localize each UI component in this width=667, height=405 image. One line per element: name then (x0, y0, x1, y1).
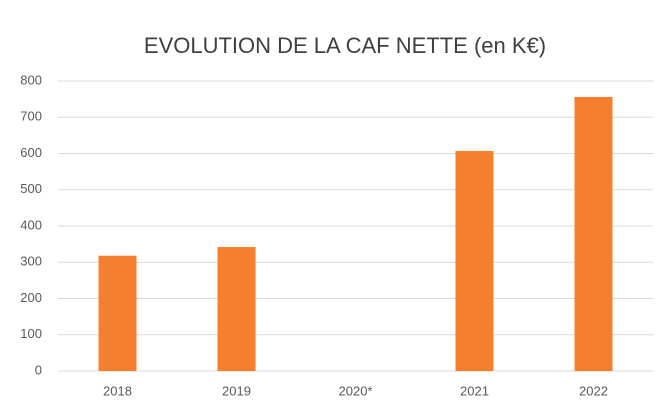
x-tick-label: 2020* (339, 383, 373, 398)
x-tick-label: 2019 (222, 383, 251, 398)
bar (574, 96, 613, 371)
y-tick-label: 300 (20, 254, 42, 269)
x-tick-label: 2022 (579, 383, 608, 398)
bar (455, 150, 494, 371)
y-tick-label: 0 (35, 362, 42, 377)
chart-title: EVOLUTION DE LA CAF NETTE (en K€) (144, 33, 546, 58)
x-tick-label: 2021 (460, 383, 489, 398)
y-tick-label: 800 (20, 72, 42, 87)
x-tick-label: 2018 (103, 383, 132, 398)
y-tick-label: 600 (20, 145, 42, 160)
y-tick-label: 100 (20, 326, 42, 341)
bar (217, 247, 256, 371)
y-tick-label: 500 (20, 181, 42, 196)
y-tick-label: 700 (20, 109, 42, 124)
y-tick-label: 400 (20, 217, 42, 232)
y-tick-label: 200 (20, 290, 42, 305)
bar (98, 255, 137, 371)
